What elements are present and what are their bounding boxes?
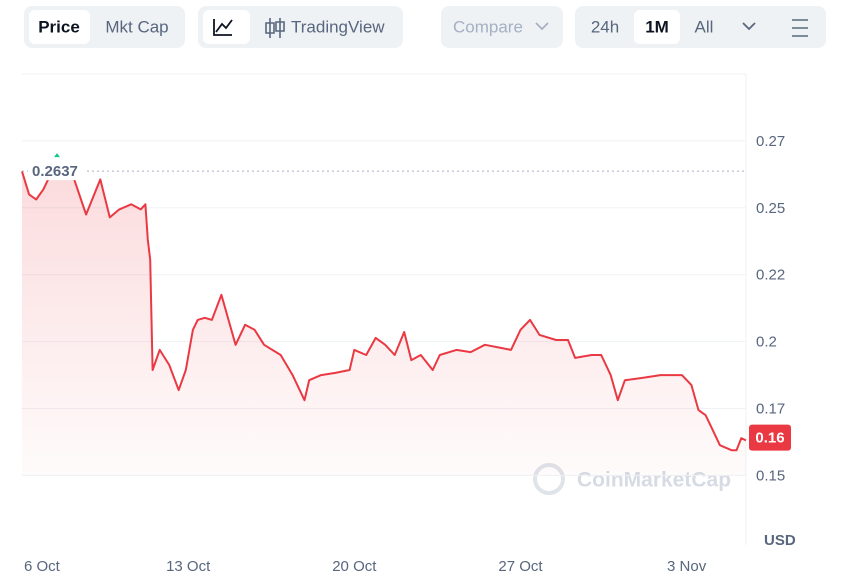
x-tick-label: 3 Nov [667, 558, 707, 575]
x-tick-label: 13 Oct [166, 558, 211, 575]
candle-icon [265, 18, 285, 38]
y-tick-label: 0.25 [756, 200, 785, 217]
area [22, 171, 746, 476]
range-chevron[interactable] [742, 22, 756, 31]
price-label[interactable]: Price [38, 17, 80, 36]
y-tick-label: 0.27 [756, 133, 785, 150]
high-marker [54, 153, 60, 158]
compare-label[interactable]: Compare [453, 17, 523, 36]
settings-icon[interactable] [792, 19, 808, 37]
range-1m[interactable]: 1M [645, 17, 669, 36]
line-icon [213, 19, 233, 36]
price-line [21, 171, 747, 452]
y-tick-label: 0.15 [756, 467, 785, 484]
unit-label: USD [764, 532, 796, 549]
range-24h[interactable]: 24h [591, 17, 619, 36]
y-tick-label: 0.2 [756, 334, 777, 351]
current-price-badge [749, 424, 791, 451]
x-tick-label: 27 Oct [498, 558, 543, 575]
tradingview-label[interactable]: TradingView [291, 17, 385, 36]
x-tick-label: 20 Oct [332, 558, 377, 575]
current-price-label: 0.16 [755, 430, 784, 447]
chevron [535, 22, 549, 31]
y-tick-label: 0.17 [756, 400, 785, 417]
range-1m-button[interactable] [634, 10, 680, 44]
mktcap-label[interactable]: Mkt Cap [105, 17, 168, 36]
high-label-bg [28, 162, 84, 181]
range-all[interactable]: All [695, 17, 714, 36]
y-tick-label: 0.22 [756, 267, 785, 284]
price-button[interactable] [29, 10, 90, 44]
x-tick-label: 6 Oct [24, 558, 61, 575]
high-label: 0.2637 [32, 163, 78, 180]
compare-button[interactable] [441, 6, 563, 48]
